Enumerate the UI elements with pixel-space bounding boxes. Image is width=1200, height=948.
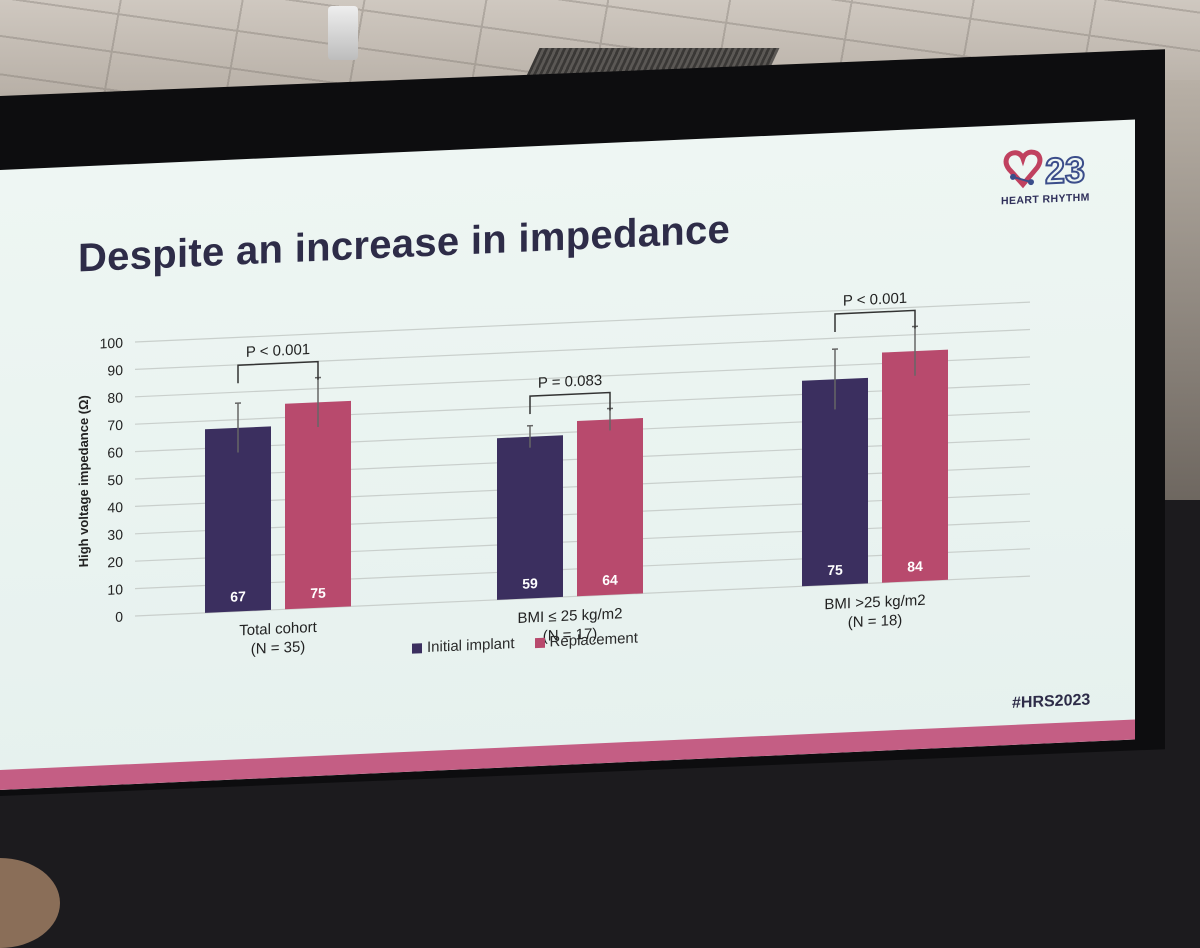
audience-head <box>0 858 60 948</box>
p-value-label: P < 0.001 <box>246 341 310 361</box>
x-category-label: BMI ≤ 25 kg/m2 <box>518 605 623 627</box>
data-label: 75 <box>310 584 326 601</box>
x-category-n: (N = 35) <box>251 638 306 657</box>
chart-bars: 67 75 59 64 75 84 <box>205 325 948 613</box>
y-tick-label: 80 <box>107 389 123 406</box>
significance-bracket <box>835 310 915 332</box>
data-label: 75 <box>827 561 843 578</box>
legend-swatch-initial <box>412 643 422 653</box>
y-tick-label: 0 <box>115 609 123 625</box>
x-category-n: (N = 18) <box>848 612 903 631</box>
data-label: 64 <box>602 571 618 588</box>
bar-replacement <box>285 401 351 609</box>
y-tick-label: 30 <box>107 526 123 543</box>
x-category-label: Total cohort <box>239 619 317 639</box>
y-axis-title: High voltage impedance (Ω) <box>76 395 91 568</box>
bar-initial <box>205 426 271 613</box>
presentation-slide: Despite an increase in impedance 23 HEAR… <box>0 119 1135 790</box>
data-label: 67 <box>230 588 246 605</box>
data-label: 84 <box>907 558 923 575</box>
y-tick-label: 100 <box>100 335 124 352</box>
y-tick-label: 60 <box>107 444 123 461</box>
y-tick-label: 90 <box>107 362 123 379</box>
room-wall <box>1160 80 1200 500</box>
y-tick-label: 70 <box>107 417 123 434</box>
data-label: 59 <box>522 575 538 592</box>
bar-replacement <box>577 418 643 596</box>
legend-swatch-replacement <box>535 637 545 647</box>
y-tick-label: 40 <box>107 499 123 516</box>
y-tick-label: 50 <box>107 472 123 489</box>
y-tick-label: 10 <box>107 581 123 598</box>
chart-y-axis: 0 10 20 30 40 50 60 70 80 90 100 High voltage imped… <box>76 335 123 627</box>
bar-replacement <box>882 350 948 583</box>
conference-hashtag: #HRS2023 <box>1012 691 1090 712</box>
p-value-label: P < 0.001 <box>843 290 907 310</box>
ceiling-sprinkler <box>328 6 358 60</box>
significance-bracket <box>238 362 318 384</box>
x-category-label: BMI >25 kg/m2 <box>824 592 925 614</box>
p-value-label: P = 0.083 <box>538 372 602 392</box>
y-tick-label: 20 <box>107 554 123 571</box>
